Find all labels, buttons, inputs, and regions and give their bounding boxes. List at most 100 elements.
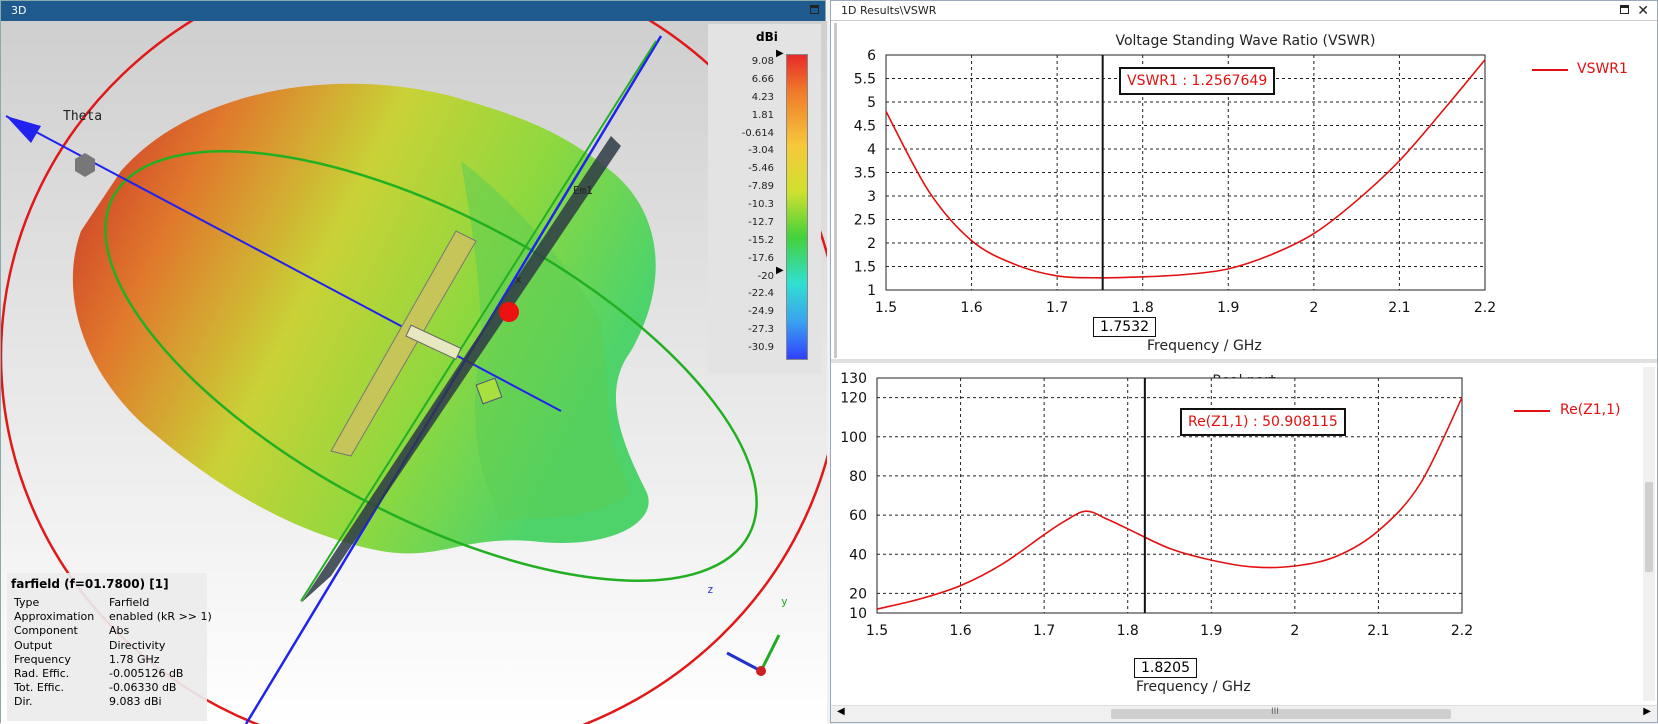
y-tick-label: 2.5 xyxy=(854,213,876,229)
legend-value: 4.23 xyxy=(751,91,774,103)
plot-splitter[interactable] xyxy=(831,359,1657,363)
info-row: Output Directivity xyxy=(14,639,209,654)
y-tick-label: 3 xyxy=(867,189,876,205)
y-tick-label: 4 xyxy=(867,142,876,158)
y-tick-label: 10 xyxy=(849,606,867,622)
y-tick-label: 5 xyxy=(867,95,876,111)
info-row: Tot. Effic. -0.06330 dB xyxy=(14,681,209,696)
antenna-ground-plane xyxy=(301,136,621,603)
legend-value: -22.4 xyxy=(748,288,774,300)
vswr-cursor-label[interactable]: 1.7532 xyxy=(1093,317,1156,337)
x-tick-label: 2.2 xyxy=(1451,623,1473,639)
vswr-xlabel: Frequency / GHz xyxy=(1147,338,1262,354)
x-tick-label: 2.2 xyxy=(1474,300,1496,316)
info-key: Approximation xyxy=(14,610,95,624)
vswr-plot-title: Voltage Standing Wave Ratio (VSWR) xyxy=(1115,33,1376,49)
series-line xyxy=(885,59,1486,279)
x-tick-label: 1.9 xyxy=(1200,623,1222,639)
legend-value: -10.3 xyxy=(748,199,774,210)
scroll-grip-icon: III xyxy=(1271,707,1279,717)
legend-value: -0.614 xyxy=(741,127,774,139)
x-tick-label: 1.5 xyxy=(875,300,897,316)
maximize-icon[interactable] xyxy=(810,5,819,14)
real-part-chart[interactable]: 1.5 1.6 1.7 1.8 1.9 2 2.1 2.2 10 20 40 60 80 100 120 13… xyxy=(834,363,1656,701)
horizontal-scrollbar[interactable]: ◀ III ▶ xyxy=(831,705,1657,722)
y-tick-label: 20 xyxy=(849,586,867,602)
x-tick-label: 1.5 xyxy=(866,623,888,639)
info-key: Output xyxy=(14,638,53,652)
legend-value: 1.81 xyxy=(751,109,774,121)
x-tick-label: 2.1 xyxy=(1388,300,1410,316)
real-part-legend-line xyxy=(1514,410,1550,412)
legend-value: -30.9 xyxy=(748,342,774,353)
info-row: Rad. Effic. -0.005126 dB xyxy=(14,667,209,682)
theta-circle xyxy=(104,150,758,582)
y-tick-label: 80 xyxy=(849,469,867,485)
green-axis-line xyxy=(300,40,657,602)
info-value: enabled (kR >> 1) xyxy=(109,610,212,624)
plot-area xyxy=(876,377,1463,614)
port-block xyxy=(475,377,503,405)
info-key: Tot. Effic. xyxy=(14,681,65,695)
info-value: -0.005126 dB xyxy=(109,667,184,680)
info-row: Component Abs xyxy=(14,624,209,639)
series-line xyxy=(876,397,1463,610)
legend-value: -24.9 xyxy=(748,306,774,318)
real-part-cursor-label[interactable]: 1.8205 xyxy=(1134,658,1197,678)
y-tick-label: 1 xyxy=(867,283,876,299)
real-part-marker-readout[interactable]: Re(Z1,1) : 50.908115 xyxy=(1180,408,1346,436)
x-tick-label: 1.6 xyxy=(960,300,982,316)
info-value: Abs xyxy=(109,624,130,638)
y-tick-label: 3.5 xyxy=(854,166,876,182)
vswr-legend-label: VSWR1 xyxy=(1577,61,1628,77)
results-title: 1D Results\VSWR xyxy=(841,4,937,17)
vertical-scrollbar[interactable] xyxy=(1643,367,1655,701)
x-tick-label: 1.9 xyxy=(1217,300,1239,316)
vswr-marker-readout[interactable]: VSWR1 : 1.2567649 xyxy=(1119,67,1276,95)
info-value: 9.083 dBi xyxy=(109,695,162,709)
info-value: Directivity xyxy=(109,638,166,652)
legend-value: -3.04 xyxy=(748,145,774,157)
info-title: farfield (f=01.7800) [1] xyxy=(11,577,169,591)
legend-value: -5.46 xyxy=(748,163,774,175)
lobe-shade xyxy=(461,161,631,521)
x-tick-label: 1.8 xyxy=(1132,300,1154,316)
horizontal-scroll-thumb[interactable]: III xyxy=(1111,707,1451,719)
close-icon[interactable]: ✕ xyxy=(1637,3,1649,19)
port-marker xyxy=(499,302,519,322)
legend-unit: dBi xyxy=(756,30,778,44)
window-title: 3D xyxy=(11,4,27,17)
scroll-left-icon[interactable]: ◀ xyxy=(837,706,845,717)
legend-value: -27.3 xyxy=(748,324,774,336)
y-tick-label: 4.5 xyxy=(854,119,876,135)
y-tick-label: 1.5 xyxy=(854,260,876,276)
scroll-right-icon[interactable]: ▶ xyxy=(1643,706,1651,717)
z-triad-arrow xyxy=(726,651,762,673)
real-part-plot-panel: Real part 1.51.61.71.81.922.12.210204060… xyxy=(834,363,1654,701)
antenna-element xyxy=(330,230,477,457)
info-key: Dir. xyxy=(14,695,33,709)
origin-triad-icon xyxy=(756,666,766,676)
x-axis-label: x xyxy=(515,273,522,286)
y-triad-arrow xyxy=(759,634,781,672)
info-key: Rad. Effic. xyxy=(14,667,70,680)
y-tick-label: 2 xyxy=(867,236,876,252)
results-1d-window: 1D Results\VSWR ✕ Voltage Standing Wave … xyxy=(830,0,1658,723)
real-part-legend-label: Re(Z1,1) xyxy=(1560,402,1621,418)
vswr-legend-line xyxy=(1532,69,1568,71)
legend-threshold-arrow-icon[interactable]: ▶ xyxy=(776,265,784,276)
y-tick-label: 100 xyxy=(840,430,867,446)
x-tick-label: 1.8 xyxy=(1117,623,1139,639)
restore-icon[interactable] xyxy=(1620,5,1629,14)
x-tick-label: 2 xyxy=(1290,623,1299,639)
directivity-color-legend: dBi 9.08 6.66 4.23 1.81 -0.614 -3.04 -5.46 -7.8… xyxy=(708,24,821,374)
vertical-scroll-thumb[interactable] xyxy=(1645,482,1653,572)
port-label: Em1 xyxy=(573,184,593,197)
farfield-3d-titlebar: 3D xyxy=(1,1,825,21)
x-tick-label: 1.6 xyxy=(949,623,971,639)
info-key: Type xyxy=(14,596,40,609)
info-value: Farfield xyxy=(109,596,150,609)
legend-value: -12.7 xyxy=(748,216,774,228)
info-key: Frequency xyxy=(14,652,71,666)
vswr-plot-panel: Voltage Standing Wave Ratio (VSWR) 1.5 1.… xyxy=(834,23,1654,358)
